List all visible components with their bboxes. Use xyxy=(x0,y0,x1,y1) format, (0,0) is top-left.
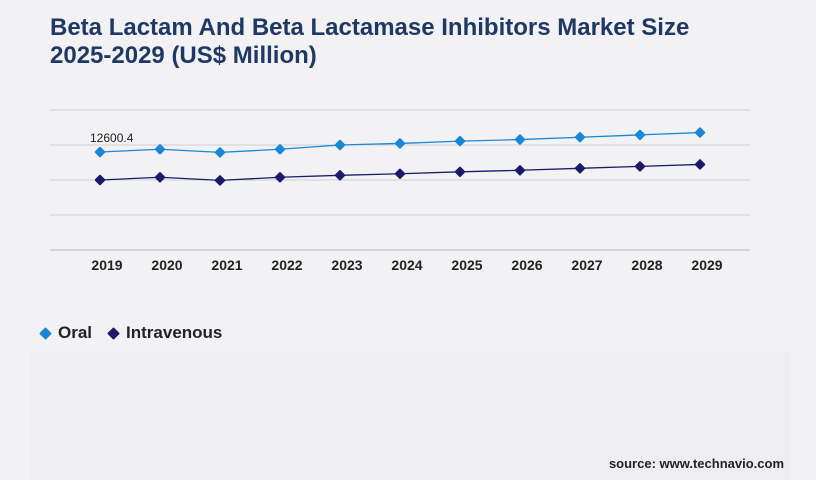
data-point-oral xyxy=(154,144,166,155)
data-point-intravenous xyxy=(634,161,646,172)
x-tick-label: 2019 xyxy=(91,257,122,273)
data-point-intravenous xyxy=(694,159,706,170)
data-point-intravenous xyxy=(154,172,166,183)
data-point-intravenous xyxy=(514,165,526,176)
data-point-intravenous xyxy=(334,170,346,181)
x-tick-label: 2028 xyxy=(631,257,662,273)
data-point-oral xyxy=(454,135,466,147)
legend-item-intravenous: Intravenous xyxy=(106,323,222,343)
x-tick-label: 2021 xyxy=(211,257,242,273)
legend-marker-oral xyxy=(39,326,52,340)
data-point-oral xyxy=(274,144,286,155)
x-tick-label: 2020 xyxy=(151,257,182,273)
x-tick-label: 2024 xyxy=(391,257,422,273)
source-credit: source: www.technavio.com xyxy=(608,456,784,471)
x-tick-label: 2022 xyxy=(271,257,302,273)
data-point-oral xyxy=(334,139,346,151)
x-tick-label: 2026 xyxy=(511,257,542,273)
lower-panel xyxy=(30,352,790,480)
x-tick-label: 2025 xyxy=(451,257,482,273)
chart-title-line-1: Beta Lactam And Beta Lactamase Inhibitor… xyxy=(50,14,690,41)
data-point-intravenous xyxy=(274,172,286,183)
data-point-oral xyxy=(694,127,706,138)
data-point-oral xyxy=(94,146,106,158)
legend-label-oral: Oral xyxy=(58,323,93,342)
data-point-intravenous xyxy=(454,166,466,178)
x-axis-tick-labels: 2019 2020 2021 2022 2023 2024 2025 2026 2027 2028… xyxy=(91,257,722,273)
data-point-intravenous xyxy=(574,163,586,174)
x-tick-label: 2023 xyxy=(331,257,362,273)
data-point-oral xyxy=(634,129,646,141)
x-tick-label: 2027 xyxy=(571,257,602,273)
data-point-intravenous xyxy=(394,168,406,180)
x-tick-label: 2029 xyxy=(691,257,722,273)
legend-label-intravenous: Intravenous xyxy=(126,323,223,342)
chart-title: Beta Lactam And Beta Lactamase Inhibitor… xyxy=(50,14,790,70)
series-points xyxy=(94,127,706,186)
data-point-oral xyxy=(394,138,406,149)
data-point-oral xyxy=(514,134,526,145)
data-label: 12600.4 xyxy=(90,131,134,145)
chart-title-line-2: 2025-2029 (US$ Million) xyxy=(50,42,317,69)
data-labels: 12600.4 xyxy=(90,131,134,145)
data-point-oral xyxy=(574,131,586,143)
data-point-intravenous xyxy=(214,175,226,186)
legend-marker-intravenous xyxy=(107,326,120,340)
legend: Oral Intravenous xyxy=(38,323,236,343)
data-point-intravenous xyxy=(94,174,106,186)
data-point-oral xyxy=(214,147,226,158)
gridlines xyxy=(50,109,750,251)
legend-item-oral: Oral xyxy=(38,323,92,343)
